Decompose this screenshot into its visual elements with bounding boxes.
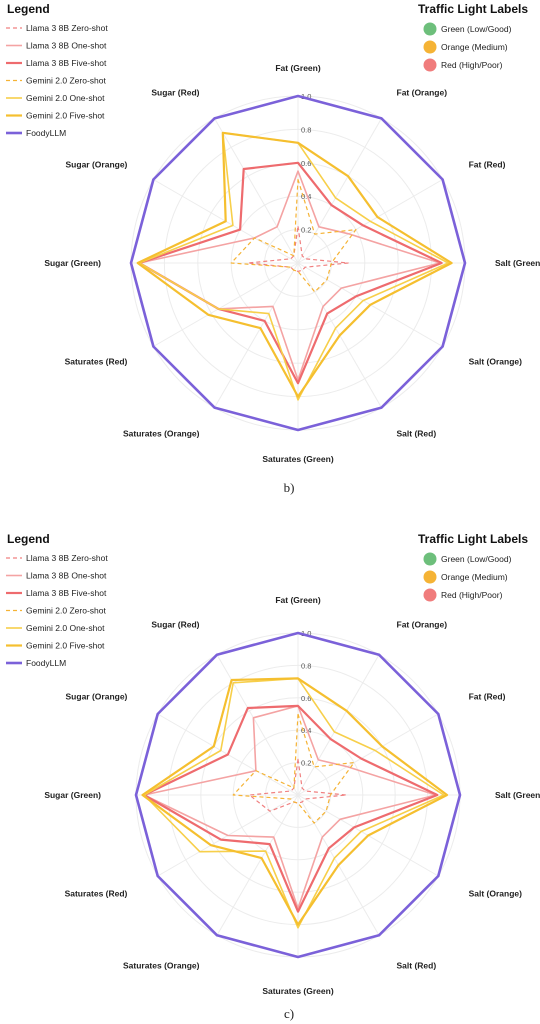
series-polygon: [138, 132, 450, 401]
legend-item-label: Llama 3 8B Five-shot: [26, 58, 107, 68]
traffic-light-label: Orange (Medium): [441, 572, 508, 582]
series-polygon: [232, 713, 355, 824]
legend-item-label: Gemini 2.0 Zero-shot: [26, 76, 106, 86]
legend-item-label: Llama 3 8B Zero-shot: [26, 553, 108, 563]
radial-tick-label: 0.8: [301, 125, 311, 134]
axis-label: Salt (Red): [397, 961, 437, 971]
axis-label: Salt (Green): [495, 258, 540, 268]
series-polygon: [247, 225, 349, 272]
series-polygon: [138, 161, 443, 385]
grid-spoke: [214, 118, 299, 264]
grid-spoke: [216, 654, 299, 796]
radial-tick-label: 1.0: [301, 92, 311, 101]
traffic-light-title: Traffic Light Labels: [418, 2, 528, 16]
traffic-light-label: Green (Low/Good): [441, 554, 512, 564]
radar-panel-c: Legend Llama 3 8B Zero-shot Llama 3 8B One…: [6, 532, 540, 1021]
legend-item-label: Llama 3 8B One-shot: [26, 41, 107, 51]
axis-label: Fat (Green): [275, 63, 321, 73]
traffic-light-label: Red (High/Poor): [441, 590, 503, 600]
series-polygon: [136, 131, 453, 398]
axis-label: Salt (Green): [495, 790, 540, 800]
series-polygon: [138, 170, 441, 381]
traffic-light-label: Orange (Medium): [441, 42, 508, 52]
axis-label: Saturates (Red): [65, 889, 128, 899]
grid-spoke: [297, 654, 380, 796]
legend-item-label: Llama 3 8B One-shot: [26, 571, 107, 581]
traffic-light-dot: [423, 588, 437, 602]
legend-title: Legend: [7, 532, 50, 546]
legend-title: Legend: [7, 2, 50, 16]
radial-tick-label: 0.6: [301, 694, 311, 703]
axis-label: Salt (Orange): [469, 357, 523, 367]
series-polygon: [230, 178, 357, 293]
legend-item-label: Gemini 2.0 Zero-shot: [26, 606, 106, 616]
axis-label: Sugar (Green): [44, 790, 101, 800]
axis-label: Salt (Red): [397, 429, 437, 439]
series-polygon: [143, 705, 437, 910]
axis-label: Sugar (Orange): [66, 692, 128, 702]
traffic-light-title: Traffic Light Labels: [418, 532, 528, 546]
axis-label: Saturates (Green): [262, 454, 333, 464]
grid-spoke: [297, 118, 382, 264]
axis-label: Sugar (Green): [44, 258, 101, 268]
series-polygon: [143, 704, 439, 913]
grid-spoke: [216, 794, 299, 936]
grid-spoke: [297, 713, 439, 796]
legend-item-label: Llama 3 8B Five-shot: [26, 588, 107, 598]
legend-item-label: Gemini 2.0 Five-shot: [26, 641, 105, 651]
panel-caption: b): [284, 480, 295, 495]
traffic-light-dot: [423, 570, 437, 584]
radial-tick-label: 0.4: [301, 192, 311, 201]
series-polygon: [141, 677, 449, 926]
series-polygon: [143, 677, 445, 929]
axis-label: Sugar (Red): [151, 619, 199, 629]
series-polygon: [134, 631, 462, 959]
traffic-light-label: Red (High/Poor): [441, 60, 503, 70]
axis-label: Sugar (Red): [151, 87, 199, 97]
radial-tick-label: 0.6: [301, 159, 311, 168]
panel-caption: c): [284, 1006, 294, 1021]
radar-panel-b: Legend Llama 3 8B Zero-shot Llama 3 8B One…: [6, 2, 540, 495]
axis-label: Fat (Orange): [397, 619, 448, 629]
series-polygon: [129, 94, 467, 432]
radial-tick-label: 0.4: [301, 726, 311, 735]
axis-label: Sugar (Orange): [66, 160, 128, 170]
axis-label: Saturates (Orange): [123, 429, 200, 439]
radial-tick-label: 0.2: [301, 226, 311, 235]
axis-label: Saturates (Red): [65, 357, 128, 367]
traffic-light-dot: [423, 58, 437, 72]
traffic-light-dot: [423, 552, 437, 566]
grid-spoke: [214, 262, 299, 408]
axis-label: Fat (Green): [275, 595, 321, 605]
axis-label: Saturates (Green): [262, 986, 333, 996]
legend-item-label: Gemini 2.0 One-shot: [26, 93, 105, 103]
traffic-light-label: Green (Low/Good): [441, 24, 512, 34]
grid-spoke: [153, 262, 299, 347]
axis-label: Fat (Orange): [397, 87, 448, 97]
legend-item-label: Llama 3 8B Zero-shot: [26, 23, 108, 33]
legend-item-label: FoodyLLM: [26, 658, 66, 668]
axis-label: Fat (Red): [469, 692, 506, 702]
traffic-light-dot: [423, 22, 437, 36]
radial-tick-label: 0.8: [301, 661, 311, 670]
radial-tick-label: 0.2: [301, 759, 311, 768]
radial-tick-label: 1.0: [301, 629, 311, 638]
legend-item-label: Gemini 2.0 Five-shot: [26, 111, 105, 121]
traffic-light-dot: [423, 40, 437, 54]
axis-label: Saturates (Orange): [123, 961, 200, 971]
axis-label: Fat (Red): [469, 160, 506, 170]
axis-label: Salt (Orange): [469, 889, 523, 899]
legend-item-label: Gemini 2.0 One-shot: [26, 623, 105, 633]
legend-item-label: FoodyLLM: [26, 128, 66, 138]
